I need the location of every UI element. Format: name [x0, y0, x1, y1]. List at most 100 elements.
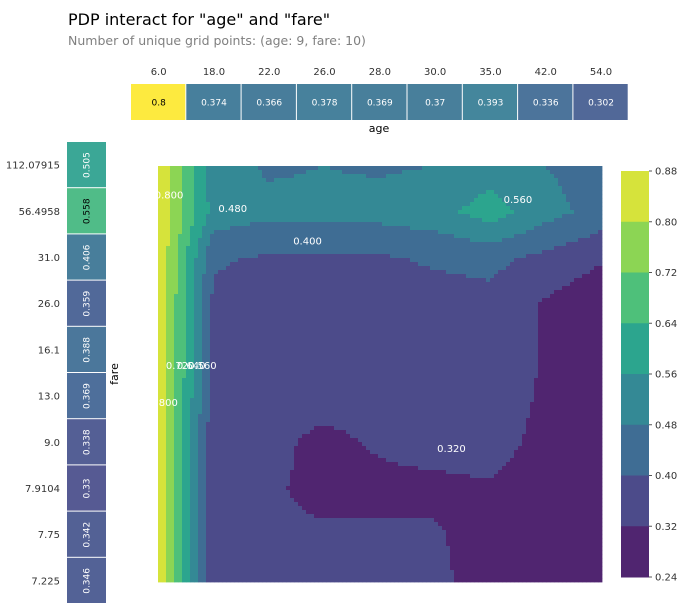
contour-cell — [494, 318, 499, 323]
contour-cell — [498, 270, 503, 275]
contour-cell — [378, 314, 383, 319]
contour-cell — [210, 294, 215, 299]
contour-cell — [534, 182, 539, 187]
contour-cell — [566, 182, 571, 187]
contour-cell — [454, 326, 459, 331]
contour-cell — [174, 254, 179, 259]
contour-cell — [298, 338, 303, 343]
contour-cell — [346, 258, 351, 263]
contour-cell — [338, 174, 343, 179]
contour-cell — [318, 222, 323, 227]
contour-cell — [334, 334, 339, 339]
contour-cell — [166, 186, 171, 191]
contour-cell — [290, 210, 295, 215]
contour-cell — [582, 226, 587, 231]
contour-cell — [298, 310, 303, 315]
contour-cell — [442, 298, 447, 303]
contour-cell — [346, 310, 351, 315]
contour-cell — [250, 266, 255, 271]
contour-cell — [270, 314, 275, 319]
contour-cell — [454, 218, 459, 223]
contour-cell — [498, 330, 503, 335]
contour-cell — [326, 330, 331, 335]
contour-cell — [262, 202, 267, 207]
contour-cell — [442, 178, 447, 183]
contour-cell — [510, 254, 515, 259]
contour-cell — [238, 170, 243, 175]
contour-cell — [174, 246, 179, 251]
contour-cell — [518, 202, 523, 207]
contour-cell — [562, 166, 567, 171]
contour-cell — [526, 270, 531, 275]
contour-cell — [322, 310, 327, 315]
contour-cell — [166, 338, 171, 343]
contour-cell — [330, 250, 335, 255]
contour-cell — [382, 190, 387, 195]
contour-cell — [186, 334, 191, 339]
contour-cell — [490, 270, 495, 275]
contour-cell — [354, 190, 359, 195]
contour-cell — [566, 282, 571, 287]
contour-cell — [262, 226, 267, 231]
contour-cell — [594, 290, 599, 295]
contour-cell — [226, 306, 231, 311]
contour-cell — [558, 198, 563, 203]
contour-cell — [382, 270, 387, 275]
contour-cell — [282, 234, 287, 239]
age-cell — [407, 84, 462, 120]
contour-cell — [598, 338, 603, 343]
contour-cell — [410, 290, 415, 295]
contour-cell — [358, 290, 363, 295]
contour-cell — [362, 230, 367, 235]
contour-cell — [594, 282, 599, 287]
contour-cell — [318, 186, 323, 191]
contour-cell — [446, 282, 451, 287]
contour-cell — [310, 258, 315, 263]
contour-cell — [274, 222, 279, 227]
contour-cell — [410, 202, 415, 207]
contour-cell — [194, 298, 199, 303]
contour-cell — [466, 194, 471, 199]
contour-cell — [302, 218, 307, 223]
contour-cell — [330, 170, 335, 175]
contour-cell — [274, 278, 279, 283]
contour-cell — [358, 334, 363, 339]
contour-cell — [322, 190, 327, 195]
contour-cell — [230, 258, 235, 263]
contour-cell — [194, 338, 199, 343]
contour-cell — [434, 326, 439, 331]
contour-cell — [578, 298, 583, 303]
contour-cell — [506, 226, 511, 231]
contour-cell — [578, 278, 583, 283]
contour-cell — [218, 182, 223, 187]
contour-cell — [202, 182, 207, 187]
contour-cell — [526, 290, 531, 295]
contour-cell — [482, 222, 487, 227]
contour-cell — [594, 306, 599, 311]
contour-cell — [522, 174, 527, 179]
contour-cell — [242, 342, 247, 347]
contour-cell — [398, 226, 403, 231]
contour-cell — [242, 266, 247, 271]
contour-cell — [342, 190, 347, 195]
contour-cell — [262, 190, 267, 195]
contour-cell — [442, 274, 447, 279]
contour-cell — [450, 230, 455, 235]
contour-cell — [338, 190, 343, 195]
contour-cell — [330, 238, 335, 243]
contour-cell — [578, 334, 583, 339]
contour-cell — [570, 198, 575, 203]
contour-cell — [454, 226, 459, 231]
contour-cell — [186, 226, 191, 231]
contour-cell — [406, 206, 411, 211]
contour-cell — [170, 218, 175, 223]
contour-cell — [226, 266, 231, 271]
contour-cell — [462, 254, 467, 259]
contour-cell — [186, 310, 191, 315]
contour-cell — [234, 166, 239, 171]
contour-cell — [582, 262, 587, 267]
contour-cell — [526, 306, 531, 311]
contour-cell — [394, 226, 399, 231]
contour-cell — [498, 322, 503, 327]
contour-cell — [398, 274, 403, 279]
